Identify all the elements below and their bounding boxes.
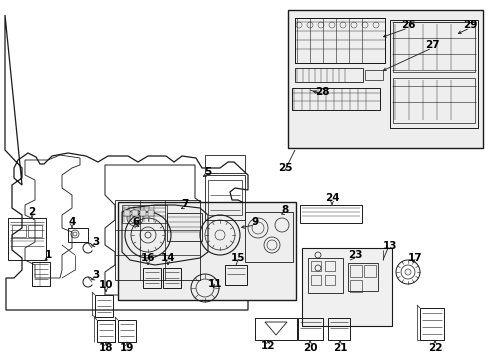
- Bar: [207, 180, 242, 215]
- Bar: [297, 318, 323, 340]
- Text: 3: 3: [92, 237, 100, 247]
- Text: 21: 21: [332, 343, 346, 353]
- Bar: [287, 10, 482, 148]
- Bar: [204, 175, 244, 220]
- Bar: [363, 265, 375, 277]
- Text: 4: 4: [68, 217, 76, 227]
- Text: 9: 9: [251, 217, 258, 227]
- Bar: [294, 18, 384, 63]
- Bar: [97, 320, 115, 342]
- Bar: [163, 268, 181, 288]
- Bar: [302, 248, 391, 326]
- Bar: [244, 212, 292, 262]
- Text: 18: 18: [99, 343, 113, 353]
- Text: 26: 26: [400, 20, 414, 30]
- Bar: [349, 265, 361, 277]
- Text: 16: 16: [141, 253, 155, 263]
- Text: 8: 8: [281, 205, 288, 215]
- Text: 27: 27: [424, 40, 438, 50]
- Text: 28: 28: [314, 87, 328, 97]
- Text: 6: 6: [132, 217, 140, 227]
- Text: 14: 14: [161, 253, 175, 263]
- Text: 12: 12: [260, 341, 275, 351]
- Text: 29: 29: [462, 20, 476, 30]
- Bar: [325, 275, 334, 285]
- Bar: [32, 262, 50, 286]
- Bar: [167, 213, 202, 241]
- Bar: [310, 275, 320, 285]
- Bar: [28, 225, 42, 237]
- Bar: [389, 20, 477, 128]
- Bar: [294, 68, 362, 82]
- Text: 7: 7: [181, 199, 188, 209]
- Bar: [68, 228, 88, 242]
- Bar: [12, 225, 26, 237]
- Bar: [204, 155, 244, 173]
- Text: 22: 22: [427, 343, 441, 353]
- Bar: [124, 210, 130, 216]
- Bar: [118, 320, 136, 342]
- Bar: [392, 22, 474, 72]
- Bar: [299, 205, 361, 223]
- Text: 24: 24: [324, 193, 339, 203]
- Text: 20: 20: [302, 343, 317, 353]
- Bar: [122, 205, 167, 223]
- Bar: [327, 318, 349, 340]
- Text: 2: 2: [28, 207, 36, 217]
- Text: 23: 23: [347, 250, 362, 260]
- Bar: [392, 78, 474, 123]
- Bar: [95, 295, 113, 317]
- Bar: [325, 261, 334, 271]
- Bar: [132, 210, 138, 216]
- Bar: [115, 200, 200, 280]
- Text: 17: 17: [407, 253, 422, 263]
- Bar: [364, 70, 382, 80]
- Bar: [310, 261, 320, 271]
- Text: 19: 19: [120, 343, 134, 353]
- Text: 11: 11: [207, 279, 222, 289]
- Bar: [349, 280, 361, 292]
- Text: 10: 10: [99, 280, 113, 290]
- Bar: [140, 210, 146, 216]
- Bar: [118, 202, 295, 300]
- Text: 3: 3: [92, 270, 100, 280]
- Bar: [294, 18, 384, 63]
- Bar: [224, 265, 246, 285]
- Bar: [142, 268, 161, 288]
- Bar: [148, 210, 154, 216]
- Text: 15: 15: [230, 253, 245, 263]
- Bar: [8, 218, 46, 260]
- Text: 1: 1: [44, 250, 52, 260]
- Bar: [291, 88, 379, 110]
- Text: 13: 13: [382, 241, 396, 251]
- Bar: [307, 258, 342, 293]
- Bar: [254, 318, 296, 340]
- Bar: [347, 263, 377, 291]
- Text: 25: 25: [277, 163, 292, 173]
- Bar: [419, 308, 443, 340]
- Text: 5: 5: [204, 167, 211, 177]
